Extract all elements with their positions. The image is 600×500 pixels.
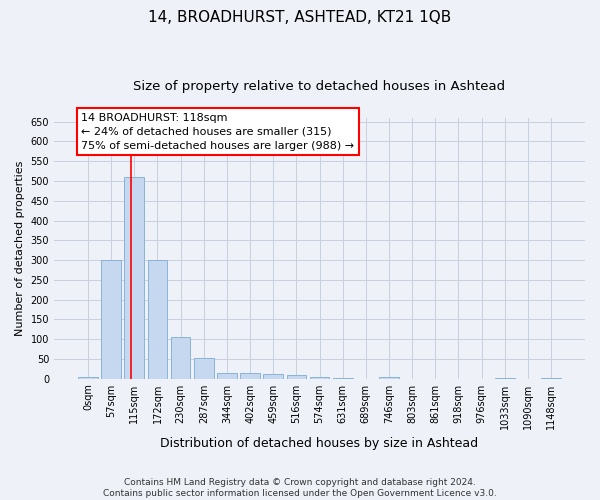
Bar	[194, 358, 214, 378]
Bar	[287, 376, 306, 378]
Title: Size of property relative to detached houses in Ashtead: Size of property relative to detached ho…	[133, 80, 506, 93]
Bar	[101, 260, 121, 378]
Bar	[171, 337, 190, 378]
Bar	[379, 377, 399, 378]
Bar	[263, 374, 283, 378]
Bar	[148, 260, 167, 378]
Bar	[310, 376, 329, 378]
Text: Contains HM Land Registry data © Crown copyright and database right 2024.
Contai: Contains HM Land Registry data © Crown c…	[103, 478, 497, 498]
Text: 14 BROADHURST: 118sqm
← 24% of detached houses are smaller (315)
75% of semi-det: 14 BROADHURST: 118sqm ← 24% of detached …	[81, 112, 354, 150]
Bar	[124, 177, 144, 378]
Text: 14, BROADHURST, ASHTEAD, KT21 1QB: 14, BROADHURST, ASHTEAD, KT21 1QB	[148, 10, 452, 25]
Bar	[217, 374, 237, 378]
Y-axis label: Number of detached properties: Number of detached properties	[15, 160, 25, 336]
Bar	[240, 373, 260, 378]
X-axis label: Distribution of detached houses by size in Ashtead: Distribution of detached houses by size …	[160, 437, 479, 450]
